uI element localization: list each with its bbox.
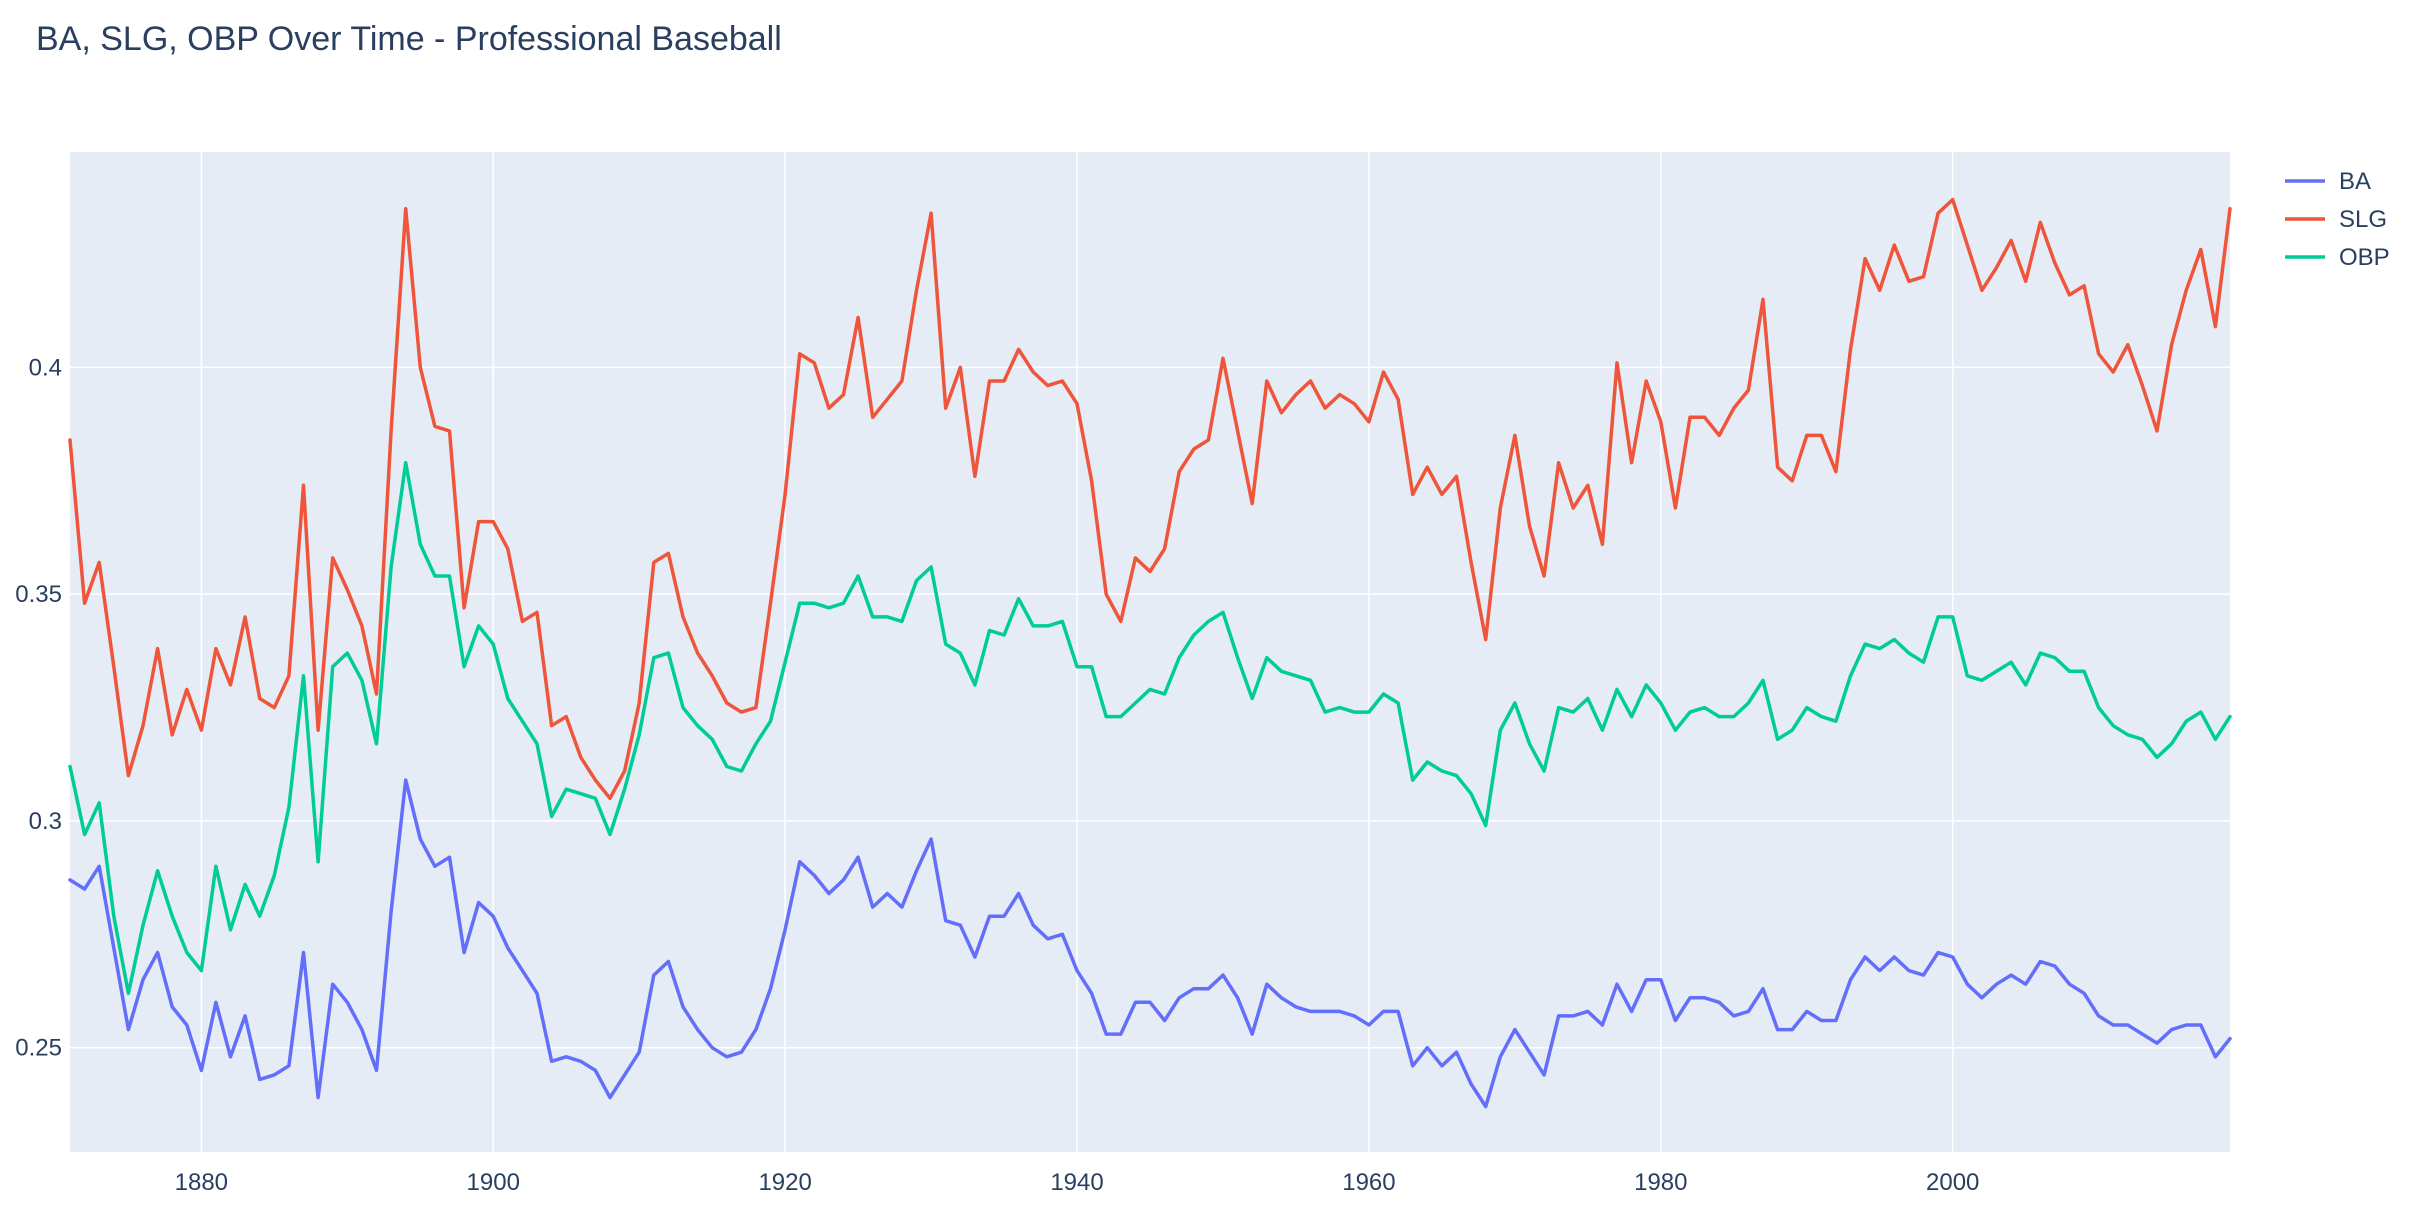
legend[interactable]: BA SLG OBP	[2285, 168, 2390, 271]
x-tick-label: 1940	[1050, 1169, 1103, 1196]
y-tick-label: 0.25	[15, 1035, 62, 1062]
series-lines	[68, 197, 2232, 1109]
x-tick-label: 1900	[467, 1169, 520, 1196]
x-tick-label: 1960	[1342, 1169, 1395, 1196]
legend-label: OBP	[2339, 244, 2390, 271]
gridlines	[70, 152, 2230, 1152]
y-tick-label: 0.4	[29, 354, 62, 381]
x-tick-label: 2000	[1926, 1169, 1979, 1196]
y-axis-ticks: 0.25 0.3 0.35 0.4	[15, 354, 62, 1061]
x-tick-label: 1880	[175, 1169, 228, 1196]
series-line-slg[interactable]	[68, 197, 2232, 801]
y-tick-label: 0.3	[29, 808, 62, 835]
series-line-ba[interactable]	[68, 778, 2232, 1109]
x-tick-label: 1980	[1634, 1169, 1687, 1196]
legend-item-slg[interactable]: SLG	[2285, 206, 2387, 233]
chart-title: BA, SLG, OBP Over Time - Professional Ba…	[36, 20, 782, 58]
x-tick-label: 1920	[758, 1169, 811, 1196]
legend-label: SLG	[2339, 206, 2387, 233]
legend-item-ba[interactable]: BA	[2285, 168, 2371, 195]
legend-label: BA	[2339, 168, 2371, 195]
x-axis-ticks: 1880 1900 1920 1940 1960 1980 2000	[175, 1169, 1980, 1196]
legend-item-obp[interactable]: OBP	[2285, 244, 2390, 271]
series-line-obp[interactable]	[68, 460, 2232, 996]
y-tick-label: 0.35	[15, 581, 62, 608]
plot-area	[70, 152, 2230, 1152]
